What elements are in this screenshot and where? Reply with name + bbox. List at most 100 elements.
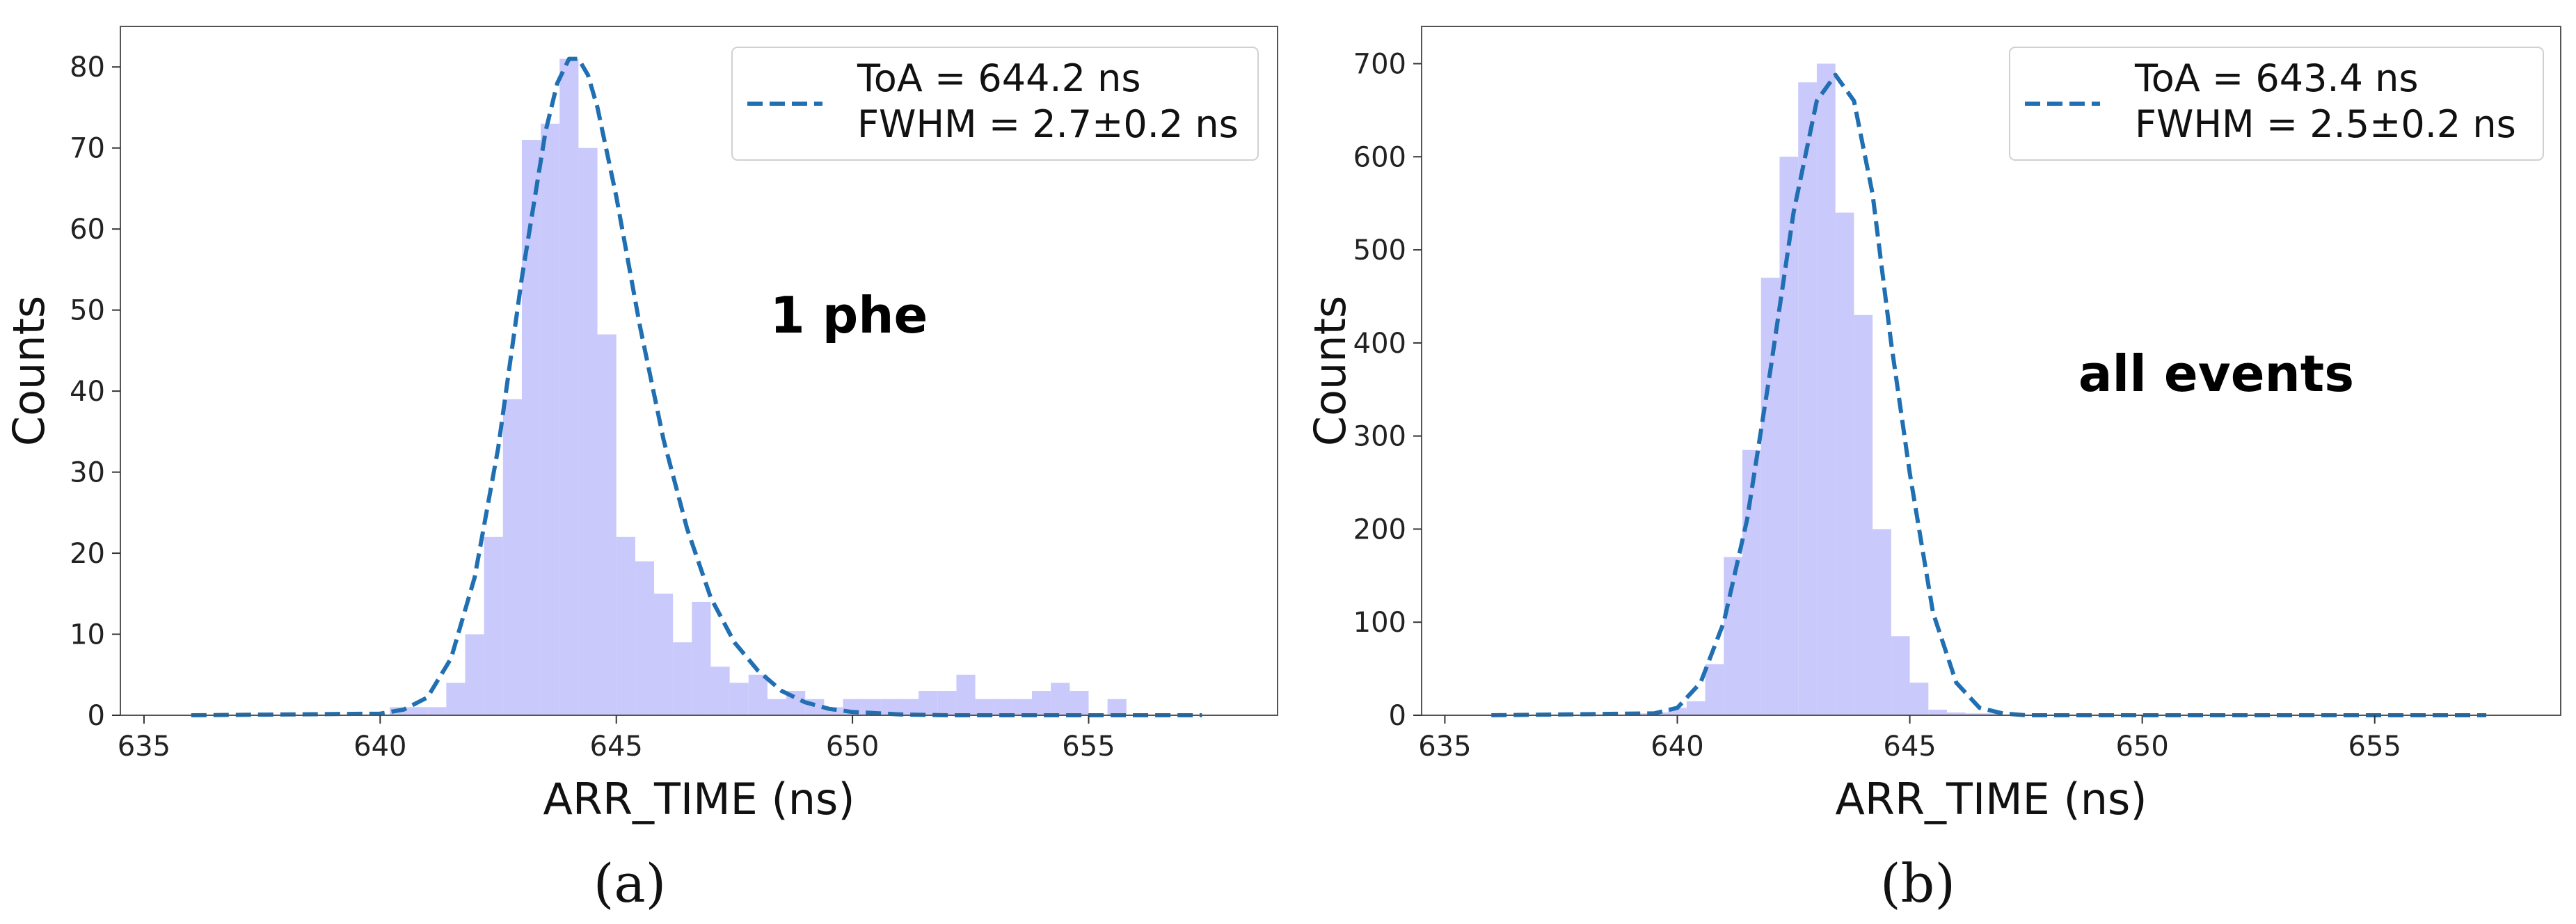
y-tick-label: 200: [1353, 513, 1406, 545]
x-tick-label: 645: [590, 731, 643, 763]
x-tick-label: 655: [2348, 731, 2401, 763]
y-tick-label: 60: [70, 214, 105, 246]
y-tick-label: 30: [70, 457, 105, 489]
histogram-bar: [1724, 557, 1743, 715]
histogram-bar: [994, 699, 1013, 715]
histogram: [389, 58, 1127, 716]
histogram-bar: [1070, 691, 1089, 715]
x-tick-label: 640: [353, 731, 406, 763]
histogram-bar: [975, 699, 994, 715]
histogram-bar: [446, 683, 466, 715]
histogram-bar: [1760, 278, 1780, 716]
histogram-bar: [1012, 699, 1033, 715]
x-axis-label: ARR_TIME (ns): [1835, 774, 2147, 825]
histogram-bar: [541, 123, 560, 715]
caption-a: (a): [593, 852, 667, 914]
legend-label: ToA = 644.2 ns: [857, 56, 1140, 100]
fit-curve: [191, 56, 1202, 717]
histogram-bar: [729, 683, 749, 715]
panel-annotation: all events: [2078, 344, 2354, 403]
histogram-bar: [880, 699, 900, 715]
histogram-bar: [1965, 713, 1985, 715]
y-tick-label: 0: [88, 700, 105, 732]
legend-label: FWHM = 2.5±0.2 ns: [2135, 102, 2516, 146]
histogram-bar: [1051, 683, 1070, 715]
histogram-bar: [937, 691, 957, 715]
y-axis-label: Counts: [3, 296, 54, 446]
histogram-bar: [710, 667, 730, 715]
legend-box: [731, 47, 1259, 161]
histogram-bar: [748, 674, 768, 715]
histogram-bar: [465, 634, 484, 715]
histogram: [1630, 63, 2003, 716]
histogram-bar: [1032, 691, 1051, 715]
histogram-bar: [1107, 699, 1127, 715]
histogram-bar: [1947, 712, 1966, 715]
legend-box: [2009, 47, 2544, 161]
y-tick-label: 70: [70, 133, 105, 165]
histogram-bar: [1816, 63, 1836, 716]
histogram-bar: [1742, 449, 1761, 715]
histogram-bar: [521, 140, 541, 715]
histogram-bar: [673, 642, 692, 715]
y-tick-label: 40: [70, 376, 105, 408]
histogram-bar: [1779, 157, 1799, 715]
histogram-bar: [502, 399, 522, 715]
histogram-bar: [899, 699, 919, 715]
panel-annotation: 1 phe: [770, 286, 928, 344]
y-tick-label: 700: [1353, 49, 1406, 81]
plot-frame: [1421, 26, 2561, 716]
x-tick-label: 650: [2115, 731, 2168, 763]
y-axis-label: Counts: [1305, 296, 1355, 446]
histogram-bar: [1928, 709, 1948, 715]
histogram-bar: [956, 674, 976, 715]
x-tick-label: 635: [118, 731, 170, 763]
histogram-bar: [616, 536, 635, 715]
histogram-bar: [427, 707, 447, 715]
y-tick-label: 400: [1353, 328, 1406, 360]
x-tick-label: 645: [1883, 731, 1936, 763]
y-tick-label: 100: [1353, 607, 1406, 639]
y-tick-label: 500: [1353, 234, 1406, 266]
histogram-bar: [1668, 708, 1687, 715]
histogram-bar: [1891, 636, 1910, 715]
histogram-bar: [578, 148, 598, 716]
histogram-bar: [408, 707, 428, 715]
chart-panel-b: 635 640 645 650 655 0 100 200 300 400 500 600 700 ARR…: [1305, 26, 2561, 825]
histogram-bar: [1705, 664, 1724, 715]
plot-frame: [120, 26, 1278, 716]
x-tick-label: 640: [1651, 731, 1703, 763]
y-tick-label: 50: [70, 295, 105, 327]
histogram-bar: [1854, 314, 1873, 715]
caption-b: (b): [1880, 852, 1955, 914]
x-tick-label: 650: [826, 731, 879, 763]
histogram-bar: [1873, 529, 1891, 715]
histogram-bar: [559, 58, 579, 715]
histogram-bar: [919, 691, 938, 715]
y-tick-label: 600: [1353, 141, 1406, 173]
histogram-bar: [1909, 683, 1929, 715]
histogram-bar: [654, 594, 674, 715]
y-tick-label: 80: [70, 51, 105, 83]
y-tick-label: 0: [1389, 700, 1406, 732]
histogram-bar: [1686, 701, 1706, 715]
y-tick-label: 300: [1353, 421, 1406, 453]
x-axis-label: ARR_TIME (ns): [543, 774, 854, 825]
histogram-bar: [1798, 82, 1817, 716]
histogram-bar: [1984, 713, 2003, 715]
histogram-bar: [484, 536, 503, 715]
legend-label: FWHM = 2.7±0.2 ns: [857, 102, 1239, 146]
y-tick-label: 10: [70, 619, 105, 651]
histogram-bar: [692, 601, 711, 715]
histogram-bar: [597, 334, 617, 715]
fit-curve: [1491, 72, 2487, 717]
histogram-bar: [635, 561, 655, 715]
histogram-bar: [1835, 212, 1854, 715]
histogram-bar: [767, 699, 787, 715]
y-tick-label: 20: [70, 538, 105, 570]
legend-label: ToA = 643.4 ns: [2134, 56, 2418, 100]
chart-panel-a: 635 640 645 650 655 0 10 20 30 40 50 60 70 80 ARR_TIME…: [3, 26, 1278, 825]
